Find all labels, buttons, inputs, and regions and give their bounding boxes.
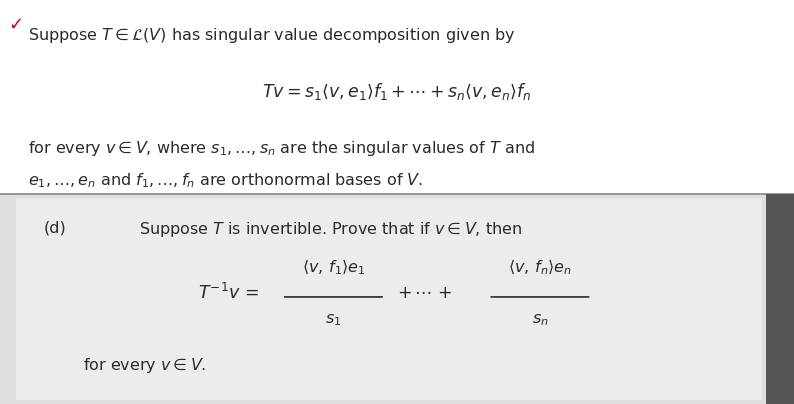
Text: (d): (d) [44,220,67,235]
Text: $s_n$: $s_n$ [532,312,548,328]
FancyBboxPatch shape [0,0,794,194]
Text: ✓: ✓ [8,16,23,34]
FancyBboxPatch shape [766,194,794,404]
FancyBboxPatch shape [16,198,762,400]
Text: $T^{-1}v\, =$: $T^{-1}v\, =$ [198,283,260,303]
Text: Suppose $T$ is invertible. Prove that if $v \in V$, then: Suppose $T$ is invertible. Prove that if… [139,220,522,239]
Text: for every $v \in V$.: for every $v \in V$. [83,356,206,375]
Text: $\langle v,\, f_1\rangle e_1$: $\langle v,\, f_1\rangle e_1$ [302,257,365,277]
Text: $+\,\cdots\,+$: $+\,\cdots\,+$ [397,284,453,302]
Text: for every $v \in V$, where $s_1, \ldots, s_n$ are the singular values of $T$ and: for every $v \in V$, where $s_1, \ldots,… [28,139,535,158]
Text: $\langle v,\, f_n\rangle e_n$: $\langle v,\, f_n\rangle e_n$ [508,257,572,277]
Text: $Tv = s_1\langle v, e_1\rangle f_1 + \cdots + s_n\langle v, e_n\rangle f_n$: $Tv = s_1\langle v, e_1\rangle f_1 + \cd… [262,81,532,102]
Text: Suppose $T \in \mathcal{L}(V)$ has singular value decomposition given by: Suppose $T \in \mathcal{L}(V)$ has singu… [28,26,515,45]
Text: $s_1$: $s_1$ [326,312,341,328]
FancyBboxPatch shape [0,194,794,404]
Text: $e_1, \ldots, e_n$ and $f_1, \ldots, f_n$ are orthonormal bases of $V$.: $e_1, \ldots, e_n$ and $f_1, \ldots, f_n… [28,172,423,190]
